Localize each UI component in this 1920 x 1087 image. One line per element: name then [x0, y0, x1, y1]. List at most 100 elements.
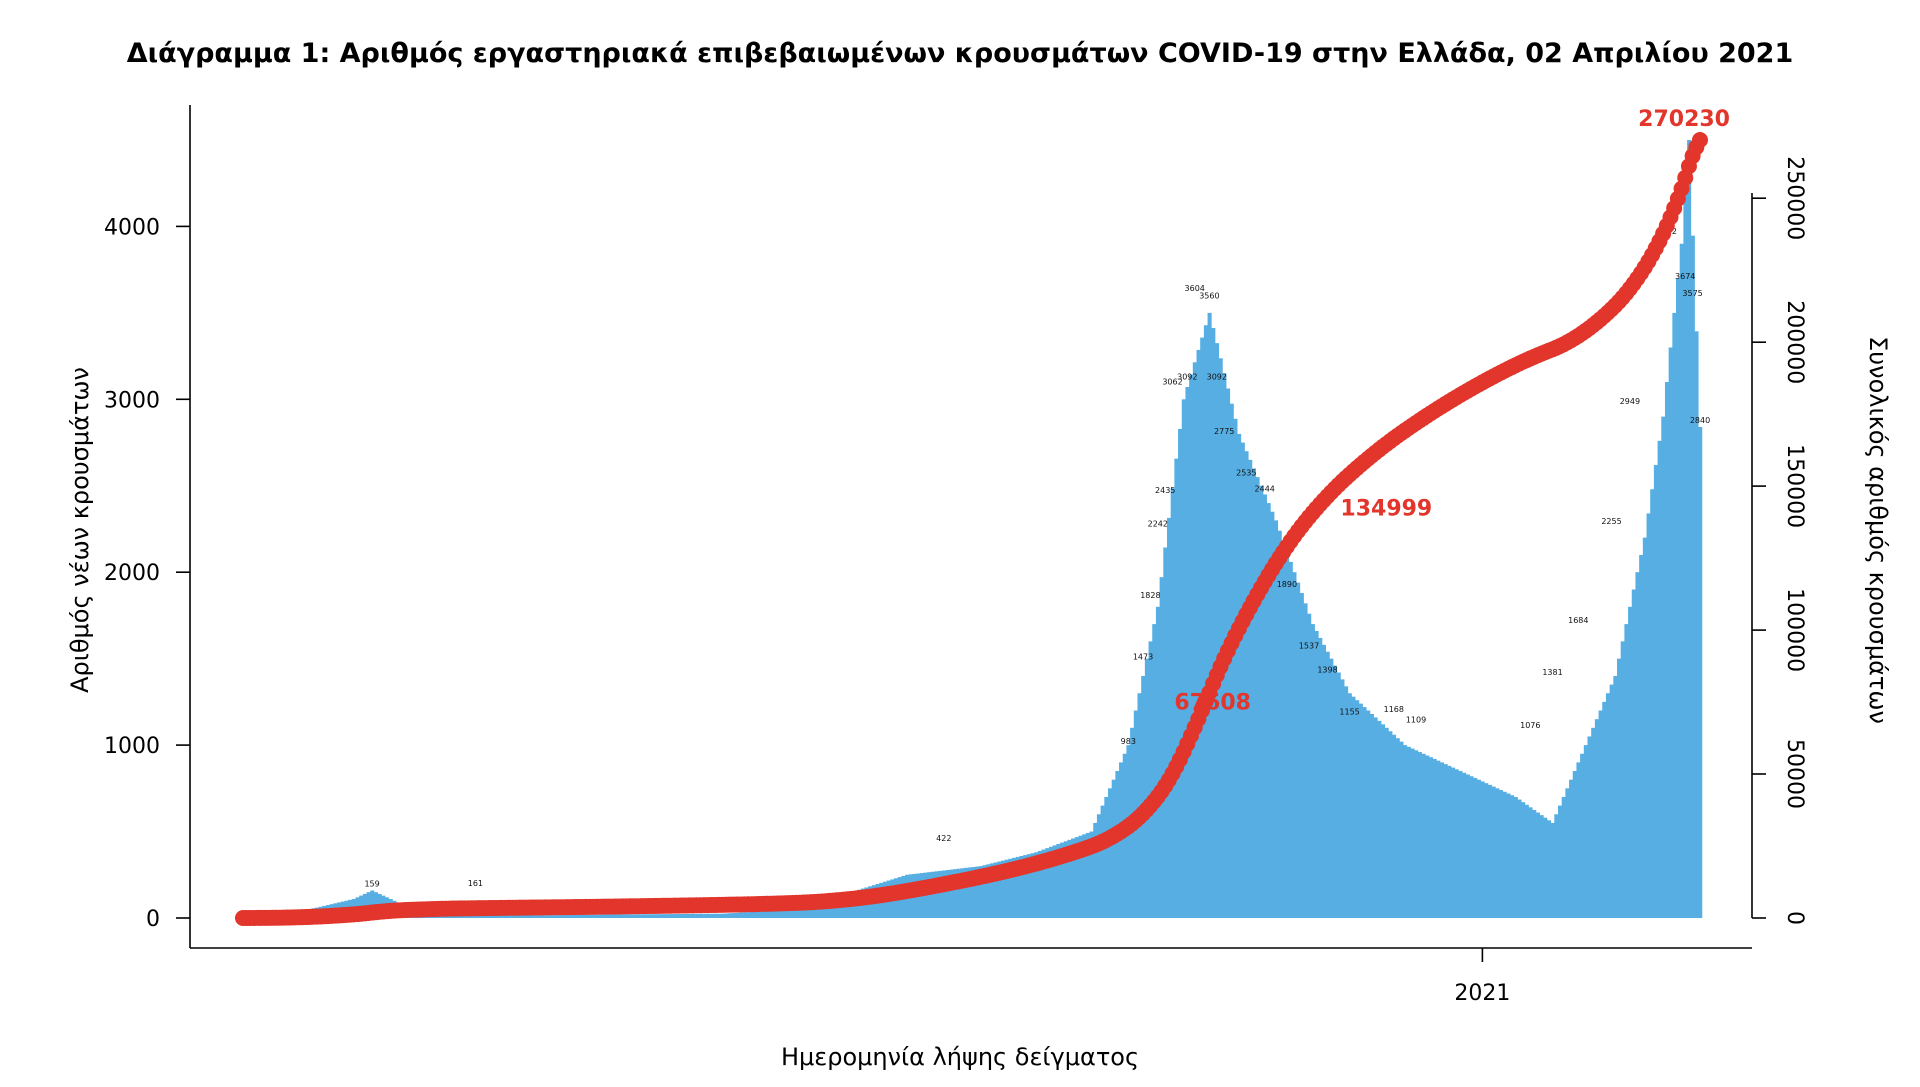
daily-bar	[1642, 537, 1647, 918]
daily-bar	[1580, 753, 1585, 918]
daily-bar	[772, 910, 777, 918]
daily-bar	[1074, 837, 1079, 918]
daily-bar	[927, 872, 932, 918]
daily-bar	[602, 914, 607, 918]
daily-bar	[1251, 468, 1256, 918]
x-tick-label: 2021	[1454, 981, 1510, 1006]
daily-bar	[683, 913, 688, 918]
daily-bar	[1443, 764, 1448, 918]
bar-value-label: 1684	[1568, 616, 1588, 625]
daily-bar	[720, 913, 725, 918]
daily-bar	[1071, 838, 1076, 918]
bar-value-label: 1155	[1339, 707, 1359, 716]
daily-bar	[1417, 752, 1422, 918]
daily-bar	[1336, 672, 1341, 918]
daily-bar	[1639, 554, 1644, 918]
daily-bar	[934, 871, 939, 918]
x-ticks: 2021	[1454, 948, 1510, 1006]
y-tick-label-left: 1000	[104, 734, 160, 759]
daily-bar	[1237, 433, 1242, 918]
daily-bar	[1384, 727, 1389, 918]
daily-bar	[794, 909, 799, 918]
daily-bar	[1498, 790, 1504, 918]
daily-bar	[698, 913, 703, 918]
daily-bar	[798, 908, 803, 918]
daily-bar	[1480, 781, 1485, 918]
daily-bar	[562, 915, 567, 918]
daily-bar	[1602, 701, 1607, 918]
daily-bar	[1569, 779, 1574, 918]
daily-bar	[1362, 707, 1367, 918]
daily-bar	[654, 914, 659, 918]
bar-value-label: 1076	[1520, 721, 1540, 730]
daily-bar	[1307, 613, 1312, 918]
daily-bar	[1255, 477, 1260, 918]
daily-bar	[676, 914, 681, 918]
daily-bar	[1653, 465, 1658, 918]
daily-bar	[716, 913, 722, 918]
daily-bar	[1340, 679, 1345, 918]
daily-bar	[536, 915, 541, 918]
daily-bar	[1392, 734, 1397, 918]
daily-bar	[1676, 278, 1681, 918]
daily-bar	[790, 909, 795, 918]
y-tick-label-left: 2000	[104, 561, 160, 586]
daily-bar	[495, 914, 500, 918]
daily-bar	[1041, 849, 1046, 918]
bar-value-label: 1398	[1317, 665, 1337, 674]
daily-bar	[1277, 530, 1282, 918]
daily-bar	[691, 913, 696, 918]
daily-bar	[1698, 427, 1703, 918]
daily-bar	[687, 913, 692, 918]
daily-bar	[569, 915, 574, 918]
daily-bar	[1661, 416, 1666, 918]
daily-bar	[610, 914, 615, 918]
daily-bar	[1694, 331, 1699, 919]
daily-bar	[975, 866, 980, 918]
bar-value-label: 3062	[1162, 378, 1182, 387]
daily-bar	[1096, 814, 1101, 918]
daily-bar	[1403, 745, 1408, 918]
daily-bar	[986, 864, 991, 918]
y-tick-label-right: 100000	[1782, 588, 1807, 672]
daily-bar	[1262, 494, 1267, 918]
daily-bar	[1528, 807, 1533, 918]
daily-bar	[1609, 684, 1614, 918]
daily-bar	[1318, 637, 1323, 918]
daily-bar	[1248, 459, 1253, 918]
bar-value-label: 1168	[1384, 705, 1404, 714]
daily-bar	[739, 912, 744, 918]
bar-value-label: 2840	[1690, 416, 1710, 425]
daily-bar	[1425, 755, 1430, 918]
bar-value-label: 3560	[1199, 292, 1219, 301]
daily-bar	[1683, 191, 1688, 918]
bar-value-label: 1473	[1133, 652, 1153, 661]
daily-bar	[1196, 349, 1201, 918]
bar-value-label: 2435	[1155, 486, 1175, 495]
daily-bar	[728, 913, 733, 918]
daily-bar	[1281, 541, 1286, 918]
daily-bar	[503, 915, 508, 918]
daily-bar	[731, 913, 736, 918]
daily-bar	[1034, 852, 1039, 918]
daily-bar	[1351, 696, 1356, 918]
daily-bar	[757, 911, 762, 918]
bar-value-label: 1109	[1406, 715, 1426, 724]
daily-bar	[1672, 312, 1677, 918]
daily-bar	[1631, 589, 1636, 918]
daily-bar	[480, 914, 486, 918]
daily-bar	[1207, 312, 1212, 918]
daily-bar	[1521, 802, 1526, 918]
daily-bar	[1332, 665, 1338, 918]
daily-bar	[1628, 606, 1633, 918]
daily-bar	[554, 915, 559, 918]
cumulative-point	[1692, 132, 1708, 148]
daily-bar	[1240, 442, 1245, 918]
daily-bar	[1163, 547, 1168, 918]
daily-bar	[1399, 741, 1404, 918]
daily-bar	[1517, 799, 1522, 918]
daily-bar	[1026, 854, 1031, 918]
daily-bar	[1273, 520, 1279, 918]
daily-bar	[657, 914, 663, 918]
daily-bar	[1329, 658, 1334, 918]
